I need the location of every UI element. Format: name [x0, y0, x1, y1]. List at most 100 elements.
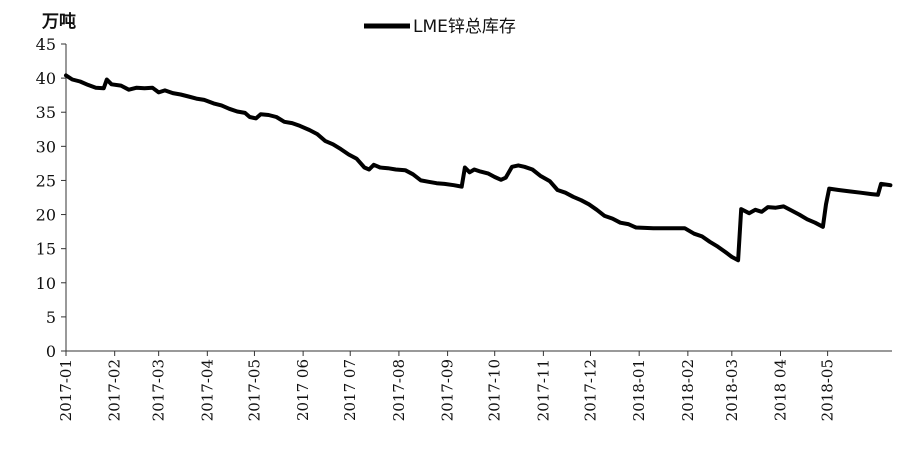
data-point — [748, 212, 750, 214]
data-point — [668, 227, 670, 229]
data-point — [428, 181, 430, 183]
data-point — [275, 116, 277, 118]
data-point — [604, 215, 606, 217]
data-point — [889, 184, 892, 186]
data-point — [627, 223, 629, 225]
data-point — [635, 226, 637, 229]
data-point — [363, 166, 365, 169]
data-point — [395, 168, 397, 171]
data-point — [143, 87, 146, 89]
data-point — [436, 182, 438, 184]
data-point — [684, 227, 686, 229]
data-point — [572, 196, 574, 198]
y-tick-label: 0 — [46, 342, 56, 361]
data-point — [387, 167, 389, 169]
data-point — [517, 164, 519, 166]
legend-entry-lme-zinc: LME锌总库存 — [413, 17, 516, 37]
data-point — [158, 91, 160, 93]
x-tick-label: 2017-04 — [198, 359, 216, 421]
legend: LME锌总库存 — [364, 17, 516, 37]
data-point — [103, 87, 105, 89]
data-point — [151, 87, 153, 89]
data-point — [740, 208, 742, 210]
data-point — [373, 164, 375, 166]
data-point — [324, 140, 326, 142]
data-point — [469, 171, 471, 173]
data-point — [464, 166, 466, 169]
x-axis: 2017-01 2017-02 2017-03 2017-04 2017-05 2017 … — [57, 350, 892, 421]
y-unit-label: 万吨 — [41, 11, 76, 32]
data-point — [822, 226, 824, 228]
y-tick-label: 25 — [36, 171, 56, 190]
y-tick-label: 35 — [36, 103, 56, 122]
data-point — [308, 129, 310, 131]
data-point — [737, 259, 739, 261]
data-point — [120, 85, 122, 87]
data-point — [443, 183, 446, 185]
data-point — [268, 114, 270, 116]
data-point — [79, 80, 81, 83]
data-point — [701, 235, 703, 237]
data-point — [652, 227, 654, 229]
data-point — [849, 190, 851, 192]
data-point — [828, 188, 830, 190]
data-point — [412, 173, 414, 175]
data-point — [500, 179, 502, 181]
data-point — [531, 168, 534, 171]
data-point — [505, 177, 507, 179]
x-tick-label: 2018-01 — [630, 359, 648, 421]
y-tick-label: 30 — [36, 137, 56, 156]
data-point — [693, 233, 695, 235]
data-point — [761, 211, 763, 213]
data-point — [299, 125, 301, 127]
x-tick-label: 2018-05 — [819, 359, 837, 421]
data-point — [511, 166, 513, 168]
data-point — [754, 209, 757, 211]
data-point — [580, 199, 582, 201]
data-point — [172, 92, 174, 94]
data-point — [564, 192, 567, 194]
data-point — [619, 222, 621, 224]
x-tick-label: 2017 06 — [294, 359, 312, 421]
data-point — [717, 246, 719, 248]
data-point — [195, 98, 197, 100]
data-point — [71, 78, 73, 81]
x-tick-label: 2017-02 — [106, 359, 124, 421]
data-point — [461, 186, 463, 188]
data-point — [877, 194, 879, 196]
y-axis: 0 5 10 15 20 25 30 35 40 45 — [36, 35, 67, 361]
data-point — [806, 218, 808, 220]
data-point — [487, 173, 489, 175]
data-point — [731, 256, 733, 258]
data-point — [180, 93, 182, 96]
y-tick-label: 5 — [46, 308, 56, 327]
data-point — [136, 87, 138, 89]
data-point — [556, 189, 559, 191]
y-tick-label: 40 — [36, 69, 56, 88]
data-point — [767, 206, 769, 208]
data-point — [87, 84, 89, 86]
x-tick-label: 2017-12 — [581, 359, 599, 421]
data-point — [316, 133, 318, 135]
data-point — [220, 104, 223, 106]
y-tick-label: 45 — [36, 35, 56, 54]
x-tick-label: 2017-08 — [390, 359, 408, 421]
data-point — [783, 205, 785, 207]
x-tick-label: 2017-05 — [245, 359, 263, 421]
data-point — [187, 95, 190, 98]
data-point — [790, 209, 793, 212]
x-tick-label: 2017-10 — [486, 359, 504, 421]
data-point — [588, 203, 590, 205]
data-point — [596, 209, 598, 211]
y-tick-label: 10 — [36, 274, 56, 293]
data-point — [379, 166, 381, 169]
data-point — [355, 158, 358, 160]
x-tick-label: 2017-11 — [534, 359, 552, 421]
data-point — [523, 166, 526, 168]
data-point — [244, 112, 246, 114]
data-point — [880, 183, 882, 185]
data-point — [611, 218, 614, 220]
series-line-lme-zinc-stock — [64, 73, 893, 263]
data-point — [368, 168, 370, 171]
